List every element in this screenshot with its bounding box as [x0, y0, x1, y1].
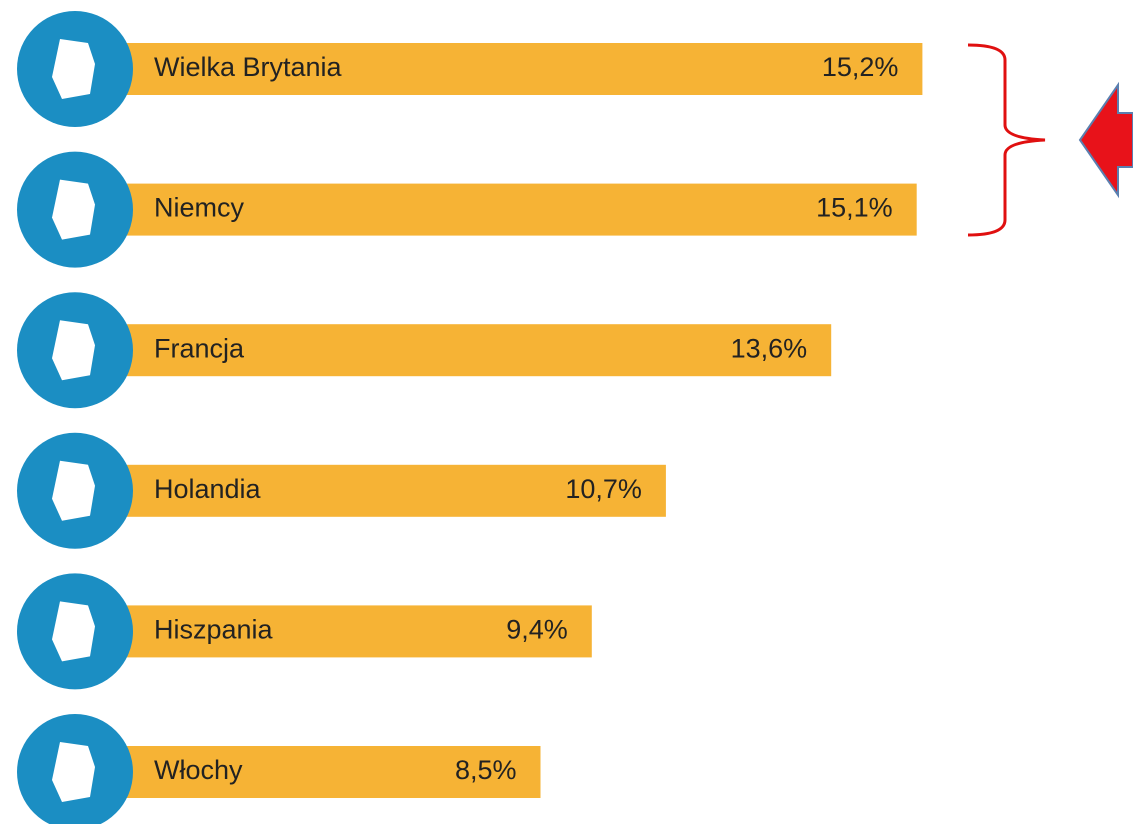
- highlight-annotation: [967, 43, 1133, 237]
- bar: [56, 464, 666, 517]
- category-label: Niemcy: [154, 193, 245, 223]
- category-label: Francja: [154, 333, 245, 363]
- bar: [56, 605, 592, 658]
- value-label: 10,7%: [565, 474, 642, 504]
- country-shape: [52, 320, 95, 381]
- country-shape: [52, 179, 95, 240]
- category-label: Włochy: [154, 755, 243, 785]
- value-label: 13,6%: [731, 333, 808, 363]
- value-label: 15,1%: [816, 193, 893, 223]
- country-shape: [52, 460, 95, 521]
- country-shape: [52, 39, 95, 99]
- bar: [56, 324, 832, 377]
- country-shape: [52, 742, 95, 802]
- country-shape: [52, 601, 95, 662]
- arrow: [1078, 81, 1133, 199]
- category-label: Hiszpania: [154, 615, 274, 645]
- bar: [56, 43, 923, 95]
- bar: [56, 183, 917, 236]
- value-label: 9,4%: [506, 615, 568, 645]
- value-label: 15,2%: [822, 52, 899, 82]
- bracket: [967, 43, 1046, 237]
- category-label: Holandia: [154, 474, 262, 504]
- value-label: 8,5%: [455, 755, 517, 785]
- bar: [56, 746, 541, 798]
- category-label: Wielka Brytania: [154, 52, 343, 82]
